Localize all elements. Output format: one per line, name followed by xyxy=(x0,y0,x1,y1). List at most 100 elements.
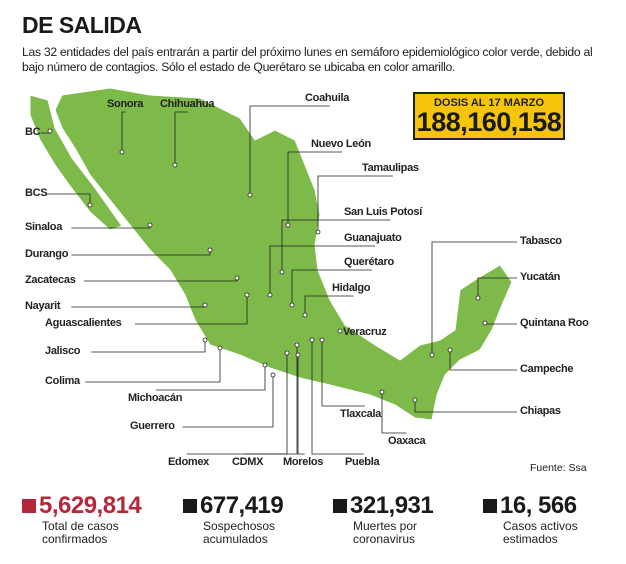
source: Fuente: Ssa xyxy=(530,462,587,474)
state-label: BCS xyxy=(25,187,48,199)
state-dot xyxy=(202,302,208,308)
state-dot xyxy=(147,222,153,228)
stat-label: Total de casos confirmados xyxy=(42,519,119,546)
description: Las 32 entidades del país entrarán a par… xyxy=(22,45,593,74)
state-label: Morelos xyxy=(283,456,324,468)
doses-value: 188,160,158 xyxy=(416,107,562,137)
state-label: Tabasco xyxy=(520,235,562,247)
leader-line xyxy=(414,400,517,413)
doses-label: DOSIS AL 17 MARZO xyxy=(433,97,545,109)
stat-value: 5,629,814 xyxy=(39,492,142,519)
stat-active: 16, 566 Casos activos estimados xyxy=(483,492,613,546)
state-dot xyxy=(267,292,273,298)
state-dot xyxy=(295,352,301,358)
state-dot xyxy=(47,128,53,134)
leader-line xyxy=(381,392,407,434)
leader-line xyxy=(85,348,221,383)
leader-line xyxy=(291,269,372,305)
leader-line xyxy=(71,305,206,308)
state-dot xyxy=(482,320,488,326)
state-dot xyxy=(315,229,321,235)
leader-line xyxy=(46,193,91,205)
state-label: Michoacán xyxy=(128,392,183,404)
mexico-map xyxy=(29,87,517,455)
leader-line xyxy=(174,111,188,165)
leader-line xyxy=(449,350,517,371)
state-dot xyxy=(172,162,178,168)
red-square-icon xyxy=(22,499,36,513)
state-label: Yucatán xyxy=(520,271,561,283)
state-label: Querétaro xyxy=(344,256,394,268)
state-label: Guerrero xyxy=(130,420,175,432)
stat-suspected: 677,419 Sospechosos acumulados xyxy=(183,492,313,546)
state-label: Sonora xyxy=(107,98,144,110)
leader-line xyxy=(317,175,393,232)
leader-line xyxy=(281,219,391,272)
state-label: CDMX xyxy=(232,456,264,468)
state-label: Chiapas xyxy=(520,405,561,417)
leader-line xyxy=(91,340,206,353)
square-icon xyxy=(183,499,197,513)
state-dot xyxy=(379,389,385,395)
state-label: Guanajuato xyxy=(344,232,402,244)
state-label: Campeche xyxy=(520,363,574,375)
state-label: Coahuila xyxy=(305,92,350,104)
state-dot xyxy=(289,302,295,308)
state-label: Puebla xyxy=(345,456,380,468)
leader-line xyxy=(155,365,266,391)
mainland-mexico xyxy=(54,87,513,421)
leader-line xyxy=(121,111,126,152)
leader-line xyxy=(249,105,330,195)
leader-line xyxy=(297,355,305,455)
state-dot xyxy=(270,372,276,378)
state-dot xyxy=(87,202,93,208)
state-dot xyxy=(412,397,418,403)
state-label: Colima xyxy=(45,375,80,387)
state-label: Chihuahua xyxy=(160,98,215,110)
leader-line xyxy=(304,295,354,315)
state-dot xyxy=(247,192,253,198)
state-label: Sinaloa xyxy=(25,221,63,233)
state-dot xyxy=(337,328,343,334)
stat-label: Muertes por coronavirus xyxy=(353,519,418,546)
state-label: Nuevo León xyxy=(311,138,371,150)
state-dot xyxy=(284,350,290,356)
state-dot xyxy=(279,269,285,275)
state-dot xyxy=(475,295,481,301)
state-dot xyxy=(207,247,213,253)
stat-value: 16, 566 xyxy=(500,492,577,519)
state-dot xyxy=(429,352,435,358)
state-label: Jalisco xyxy=(45,345,81,357)
leader-line xyxy=(244,345,298,455)
square-icon xyxy=(483,499,497,513)
state-dot xyxy=(309,337,315,343)
stat-deaths: 321,931 Muertes por coronavirus xyxy=(333,492,463,546)
state-dot xyxy=(217,345,223,351)
state-dot xyxy=(244,292,250,298)
leader-line xyxy=(134,295,248,325)
state-label: San Luis Potosí xyxy=(344,206,423,218)
state-label: Edomex xyxy=(168,456,209,468)
state-dot xyxy=(202,337,208,343)
state-label: Hidalgo xyxy=(332,282,371,294)
leader-line xyxy=(269,245,375,295)
state-dot xyxy=(234,275,240,281)
stat-label: Casos activos estimados xyxy=(503,519,578,546)
leader-line xyxy=(182,375,274,428)
leader-line xyxy=(477,277,517,298)
state-label: Durango xyxy=(25,248,69,260)
state-label: Tlaxcala xyxy=(340,408,382,420)
state-dot xyxy=(302,312,308,318)
leader-line xyxy=(321,340,365,407)
state-label: Zacatecas xyxy=(25,274,76,286)
state-label: Quintana Roo xyxy=(520,317,589,329)
state-dot xyxy=(119,149,125,155)
state-dot xyxy=(447,347,453,353)
state-label: Tamaulipas xyxy=(362,162,419,174)
state-dot xyxy=(319,337,325,343)
state-label: Aguascalientes xyxy=(45,317,122,329)
state-dot xyxy=(285,222,291,228)
state-label: Oaxaca xyxy=(388,435,426,447)
doses-box: DOSIS AL 17 MARZO 188,160,158 xyxy=(413,92,565,140)
